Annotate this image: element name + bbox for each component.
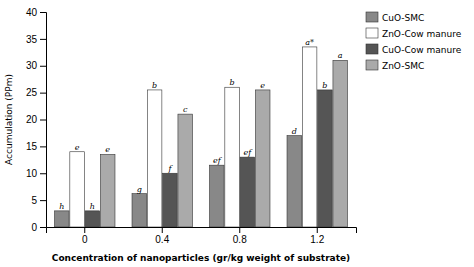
legend-label: ZnO-Cow manure xyxy=(382,29,462,39)
x-tick-label: 0.8 xyxy=(233,234,247,245)
bar-annotation: b xyxy=(322,81,327,90)
y-tick-label: 25 xyxy=(26,87,38,98)
y-tick: 10 xyxy=(26,168,46,179)
legend-item: CuO-SMC xyxy=(366,12,424,23)
legend-swatch xyxy=(366,60,378,70)
bar xyxy=(85,211,100,227)
y-tick-label: 30 xyxy=(26,60,38,71)
y-tick: 30 xyxy=(26,60,46,71)
y-tick-mark xyxy=(40,146,46,147)
bar-annotation: a xyxy=(338,51,343,60)
bar-annotation: f xyxy=(167,164,173,173)
series xyxy=(100,60,347,227)
x-tick-label: 0 xyxy=(82,234,88,245)
y-tick-label: 35 xyxy=(26,34,38,45)
bar-annotation: e xyxy=(75,143,80,152)
y-tick: 15 xyxy=(26,141,46,152)
y-tick-label: 0 xyxy=(31,222,37,233)
y-axis-line xyxy=(40,13,47,228)
bar-annotation: e xyxy=(105,145,110,154)
bar-annotation: a* xyxy=(305,38,314,47)
legend-swatch xyxy=(366,12,378,22)
series xyxy=(70,47,317,227)
chart: 0 5 10 15 20 25 30 35 40 0 0.4 0.8 1.2 h g ef d e b b a* h f ef… xyxy=(0,0,474,267)
bar-annotation: h xyxy=(59,202,64,211)
x-tick-mark xyxy=(162,227,163,233)
y-tick-mark xyxy=(40,200,46,201)
y-tick: 20 xyxy=(26,114,46,125)
y-tick: 25 xyxy=(26,87,46,98)
y-tick: 0 xyxy=(31,222,46,233)
bar xyxy=(333,60,348,227)
bar-annotation: c xyxy=(183,105,188,114)
bar xyxy=(225,87,240,227)
legend-label: CuO-SMC xyxy=(382,13,424,23)
bar-annotation: e xyxy=(260,81,265,90)
y-tick: 5 xyxy=(31,195,46,206)
bar xyxy=(318,90,333,227)
bar xyxy=(240,157,255,227)
bar xyxy=(178,114,193,227)
bar xyxy=(287,136,302,227)
plot: 0 5 10 15 20 25 30 35 40 0 0.4 0.8 1.2 h g ef d e b b a* h f ef… xyxy=(26,7,357,245)
x-tick: 1.2 xyxy=(310,227,324,245)
x-tick-mark xyxy=(239,227,240,233)
legend: CuO-SMC ZnO-Cow manure CuO-Cow manure ZnO-S… xyxy=(366,12,462,71)
x-tick: 0.4 xyxy=(155,227,169,245)
y-tick-mark xyxy=(40,66,46,67)
bar xyxy=(132,194,147,227)
y-tick-label: 20 xyxy=(26,114,38,125)
legend-label: CuO-Cow manure xyxy=(382,45,462,55)
legend-item: ZnO-SMC xyxy=(366,60,424,71)
legend-item: ZnO-Cow manure xyxy=(366,28,462,39)
x-axis-line xyxy=(47,228,357,234)
legend-item: CuO-Cow manure xyxy=(366,44,462,55)
bar xyxy=(163,173,178,227)
bar-annotation: ef xyxy=(213,156,223,165)
bar xyxy=(302,47,317,227)
y-tick: 40 xyxy=(26,7,46,18)
bar xyxy=(255,90,270,227)
bar-annotation: g xyxy=(137,185,142,194)
legend-label: ZnO-SMC xyxy=(382,61,424,71)
y-tick-mark xyxy=(40,12,46,13)
x-tick-mark xyxy=(317,227,318,233)
x-tick: 0 xyxy=(82,227,88,245)
bar xyxy=(55,211,70,227)
x-axis: 0 0.4 0.8 1.2 xyxy=(47,227,357,245)
y-tick-label: 5 xyxy=(31,195,37,206)
y-tick-mark xyxy=(40,93,46,94)
y-tick-mark xyxy=(40,173,46,174)
legend-swatch xyxy=(366,28,378,38)
x-tick-mark xyxy=(84,227,85,233)
y-axis: 0 5 10 15 20 25 30 35 40 xyxy=(26,7,47,233)
bar-annotation: b xyxy=(230,78,235,87)
bar xyxy=(147,90,162,227)
bar-annotation: b xyxy=(152,81,157,90)
series xyxy=(85,90,332,227)
y-tick-mark xyxy=(40,227,46,228)
bar xyxy=(100,154,115,227)
legend-swatch xyxy=(366,44,378,54)
annotations: h g ef d e b b a* h f ef b e c e a xyxy=(59,38,343,211)
x-tick-label: 1.2 xyxy=(310,234,324,245)
y-axis-title: Accumulation (PPm) xyxy=(4,74,14,165)
bar-annotation: h xyxy=(90,202,95,211)
x-tick-label: 0.4 xyxy=(155,234,169,245)
y-tick-label: 10 xyxy=(26,168,38,179)
bar-annotation: d xyxy=(292,127,297,136)
y-tick-label: 40 xyxy=(26,7,38,18)
y-tick-mark xyxy=(40,39,46,40)
bar xyxy=(210,165,225,227)
x-axis-title: Concentration of nanoparticles (gr/kg we… xyxy=(52,253,350,263)
y-tick-mark xyxy=(40,120,46,121)
bar-annotation: ef xyxy=(244,148,254,157)
y-tick-label: 15 xyxy=(26,141,38,152)
bars xyxy=(55,47,348,227)
y-tick: 35 xyxy=(26,34,46,45)
x-tick: 0.8 xyxy=(233,227,247,245)
bar xyxy=(70,152,85,227)
